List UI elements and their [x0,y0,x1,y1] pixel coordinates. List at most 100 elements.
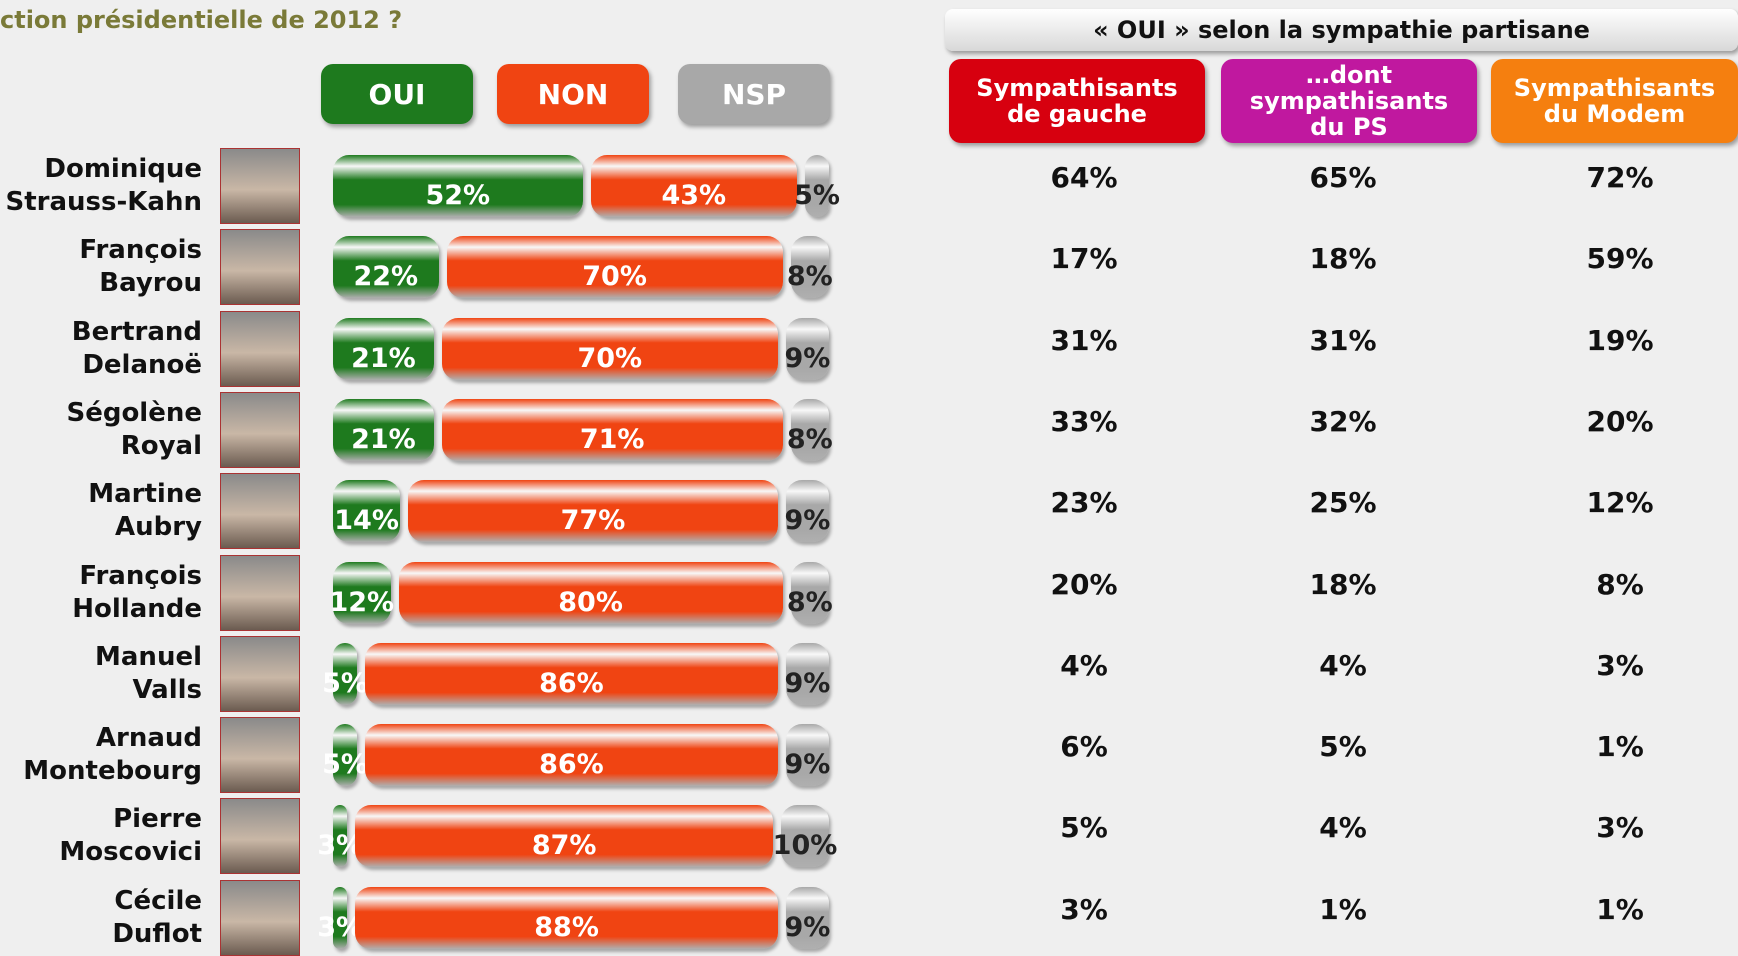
bar [785,317,829,380]
legend-item: OUI [321,64,473,124]
value-label: 70% [577,342,643,374]
table-cell: 20% [1050,567,1118,601]
category-label: Pierre Moscovici [59,804,202,868]
table-cell: 6% [1060,730,1108,764]
category-label: Manuel Valls [95,641,202,705]
bar [785,642,829,705]
table-cell: 33% [1050,404,1118,438]
table-cell: 18% [1309,242,1377,276]
bar [333,480,401,543]
value-label: 8% [786,261,833,293]
bar [365,642,778,705]
photo [220,148,300,224]
value-label: 86% [539,749,604,781]
value-label: 8% [786,586,833,618]
table-cell: 12% [1586,486,1654,520]
value-label: 86% [539,667,604,699]
value-label: 43% [661,180,727,211]
bar [333,561,391,624]
value-label: 88% [534,911,599,943]
category-label: Ségolène Royal [66,397,202,461]
table-cell: 4% [1060,648,1108,682]
bar [805,155,829,217]
value-label: 14% [334,505,399,537]
category-label: Bertrand Delanoë [71,316,202,380]
table-cell: 5% [1319,730,1367,764]
table-title: « OUI » selon la sympathie partisane [945,9,1738,51]
table-cell: 31% [1309,323,1377,357]
bar [441,398,783,461]
bar [398,561,783,624]
value-label: 5% [322,749,368,781]
value-label: 21% [351,423,416,455]
category-label: Martine Aubry [88,479,202,543]
photo [220,554,300,631]
table-cell: 3% [1060,892,1108,926]
bar [333,886,348,949]
table-cell: 4% [1319,811,1367,845]
value-label: 21% [351,342,416,374]
bar [333,317,434,380]
table-cell: 1% [1319,892,1367,926]
table-cell: 1% [1596,892,1644,926]
bar [781,805,829,868]
bar [333,805,348,868]
column-header: …dont sympathisants du PS [1221,59,1477,143]
bar [365,724,778,787]
category-label: François Bayrou [79,235,202,299]
table-cell: 3% [1596,648,1644,682]
table-cell: 64% [1050,161,1118,194]
photo [220,717,300,794]
value-label: 71% [579,423,645,455]
value-label: 8% [786,423,833,455]
bar [590,155,797,217]
bar [333,724,357,787]
value-label: 5% [322,667,368,699]
value-label: 9% [784,911,831,943]
value-label: 87% [531,830,597,862]
legend-item: NSP [678,64,830,124]
photo [220,879,300,956]
column-header: Sympathisants de gauche [949,59,1205,143]
column-header: Sympathisants du Modem [1491,59,1738,143]
bar [333,155,583,217]
category-label: François Hollande [72,560,202,624]
table-cell: 18% [1309,567,1377,601]
table-cell: 19% [1586,323,1654,357]
table-cell: 59% [1586,242,1654,276]
value-label: 9% [784,505,831,537]
value-label: 9% [784,749,831,781]
table-cell: 65% [1309,161,1377,194]
bar [790,236,829,299]
value-label: 77% [560,505,626,537]
value-label: 52% [425,180,491,211]
photo [220,310,300,387]
value-label: 9% [784,342,831,374]
photo [220,473,300,550]
bar [785,886,829,949]
bar [790,561,829,624]
bar [408,480,778,543]
photo [220,635,300,712]
category-label: Dominique Strauss-Kahn [5,154,203,217]
value-label: 70% [582,261,647,293]
bar [333,236,439,299]
value-label: 80% [558,586,623,618]
table-cell: 25% [1309,486,1377,520]
bar [785,724,829,787]
value-label: 9% [784,667,831,699]
bar [333,398,434,461]
value-label: 22% [353,261,419,293]
table-cell: 23% [1050,486,1118,520]
category-label: Arnaud Montebourg [23,723,202,787]
category-label: Cécile Duflot [112,885,202,949]
bar [355,886,778,949]
value-label: 5% [794,180,840,211]
table-cell: 72% [1586,161,1654,194]
table-cell: 8% [1596,567,1644,601]
chart-title: ction présidentielle de 2012 ? [0,6,403,34]
table-cell: 1% [1596,730,1644,764]
table-cell: 31% [1050,323,1118,357]
photo [220,229,300,306]
